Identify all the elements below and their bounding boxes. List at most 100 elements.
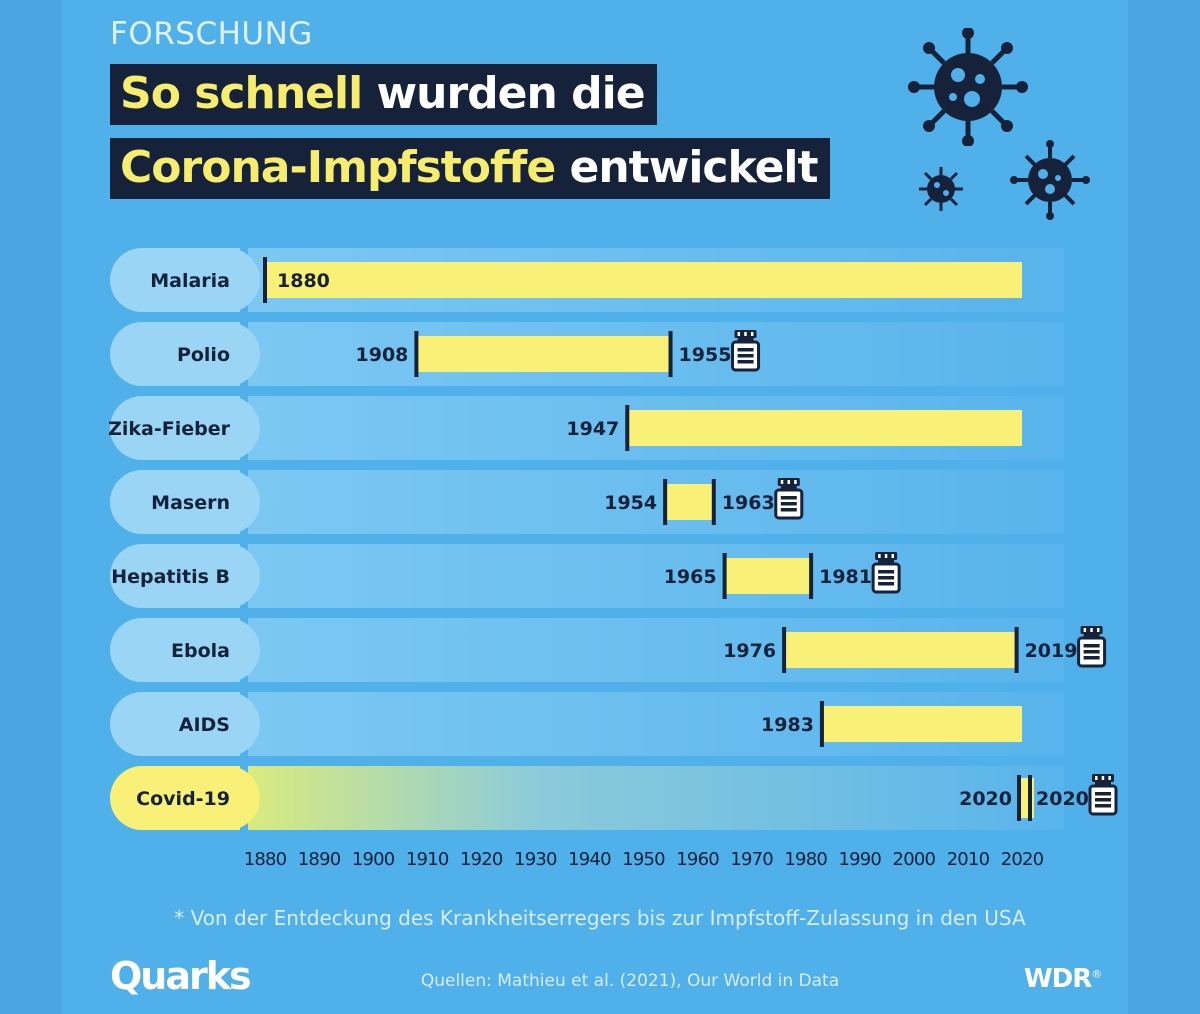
vial-cap-ridge xyxy=(884,554,888,558)
vaccine-vial-icon xyxy=(1077,626,1107,668)
title-rest-2: entwickelt xyxy=(555,142,818,193)
start-year-label: 1983 xyxy=(761,714,814,736)
end-tick xyxy=(809,553,814,599)
chart-row: Masern 1954 1963 xyxy=(110,470,1064,534)
start-tick xyxy=(625,405,630,451)
vial-neck xyxy=(737,338,754,342)
category-label: Ebola xyxy=(171,640,230,662)
data-bar xyxy=(724,558,812,594)
end-year-label: 1981 xyxy=(819,566,872,588)
end-tick xyxy=(1014,627,1019,673)
start-year-label: 2020 xyxy=(959,788,1012,810)
start-tick xyxy=(722,553,727,599)
vial-cap-ridge xyxy=(1108,776,1111,780)
x-tick-label: 1950 xyxy=(622,849,665,870)
start-tick xyxy=(782,627,787,673)
virus-large-icon xyxy=(908,28,1028,146)
start-tick xyxy=(663,479,668,525)
vial-label-line xyxy=(878,576,895,580)
start-year-label: 1880 xyxy=(277,270,330,292)
quarks-logo: Quarks xyxy=(110,954,252,998)
row-band xyxy=(248,470,1064,534)
title-highlight-2: Corona-Impfstoffe xyxy=(120,142,556,193)
end-tick xyxy=(1028,775,1032,821)
start-year-label: 1965 xyxy=(664,566,717,588)
title-line-2: Corona-Impfstoffe entwickelt xyxy=(110,138,830,199)
data-bar xyxy=(265,262,1022,298)
vial-cap-ridge xyxy=(750,332,754,336)
chart-row: Hepatitis B 1965 1981 xyxy=(110,544,1064,608)
virus-small-icon xyxy=(919,167,963,211)
x-tick-label: 2020 xyxy=(1001,849,1044,870)
end-year-label: 1963 xyxy=(722,492,775,514)
vial-neck xyxy=(1095,782,1111,786)
x-tick-label: 1930 xyxy=(514,849,557,870)
start-tick xyxy=(263,257,267,303)
x-tick-label: 1920 xyxy=(460,849,503,870)
vial-cap-ridge xyxy=(1095,776,1098,780)
category-label-pill-edge xyxy=(200,544,240,608)
vaccine-vial-icon xyxy=(731,330,761,372)
vial-cap-ridge xyxy=(794,480,797,484)
vial-label-line xyxy=(780,496,797,500)
chart-row: Zika-Fieber 1947 xyxy=(108,396,1064,460)
vial-label-line xyxy=(780,502,797,506)
x-tick-label: 1890 xyxy=(298,849,341,870)
start-year-label: 1908 xyxy=(356,344,409,366)
data-bar xyxy=(416,336,671,372)
category-label: Zika-Fieber xyxy=(108,418,230,440)
vial-neck xyxy=(780,486,797,490)
title-rest-1: wurden die xyxy=(362,68,645,119)
data-bar xyxy=(627,410,1022,446)
vial-label-line xyxy=(1083,644,1100,648)
chart-row: AIDS 1983 xyxy=(110,692,1064,756)
chart-row: Covid-19 2020 2020 xyxy=(110,766,1118,830)
x-tick-label: 1940 xyxy=(568,849,611,870)
vaccine-vial-icon xyxy=(1088,774,1118,816)
vial-label-line xyxy=(737,354,754,358)
category-label: Masern xyxy=(151,492,230,514)
vial-neck xyxy=(1083,634,1100,638)
x-tick-label: 1880 xyxy=(244,849,287,870)
vial-neck xyxy=(878,560,895,564)
x-tick-label: 1910 xyxy=(406,849,449,870)
category-label-pill-edge xyxy=(200,618,240,682)
vial-cap-ridge xyxy=(787,480,790,484)
category-label-pill-edge xyxy=(200,692,240,756)
vial-label-line xyxy=(1083,650,1100,654)
x-tick-label: 2010 xyxy=(947,849,990,870)
end-tick xyxy=(711,479,716,525)
x-tick-label: 2000 xyxy=(893,849,936,870)
wdr-logo-mark: ® xyxy=(1091,967,1102,981)
vial-cap-ridge xyxy=(1083,628,1087,632)
end-year-label: 1955 xyxy=(679,344,732,366)
vaccine-vial-icon xyxy=(871,552,901,594)
chart-row: Polio 1908 1955 xyxy=(110,322,1064,386)
category-label-pill-edge xyxy=(200,766,240,830)
chart-row: Malaria 1880 xyxy=(110,248,1064,312)
x-tick-label: 1960 xyxy=(676,849,719,870)
category-label: AIDS xyxy=(179,714,230,736)
start-tick xyxy=(819,701,824,747)
category-label: Malaria xyxy=(150,270,230,292)
virus-medium-icon xyxy=(1010,140,1090,220)
vial-label-line xyxy=(878,570,895,574)
x-tick-label: 1990 xyxy=(838,849,881,870)
data-bar xyxy=(784,632,1017,668)
vial-label-line xyxy=(878,582,895,586)
start-tick xyxy=(414,331,419,377)
vial-cap-ridge xyxy=(780,480,784,484)
start-year-label: 1954 xyxy=(604,492,657,514)
x-tick-label: 1900 xyxy=(352,849,395,870)
x-tick-label: 1980 xyxy=(784,849,827,870)
wdr-logo-text: WDR xyxy=(1024,964,1092,994)
category-label-pill-edge xyxy=(200,470,240,534)
section-kicker: FORSCHUNG xyxy=(110,16,313,52)
vial-label-line xyxy=(780,508,797,512)
title-highlight-1: So schnell xyxy=(120,68,363,119)
vial-cap-ridge xyxy=(891,554,895,558)
row-band xyxy=(248,766,1064,830)
end-tick xyxy=(668,331,673,377)
chart-footnote: * Von der Entdeckung des Krankheitserreg… xyxy=(174,906,1026,930)
